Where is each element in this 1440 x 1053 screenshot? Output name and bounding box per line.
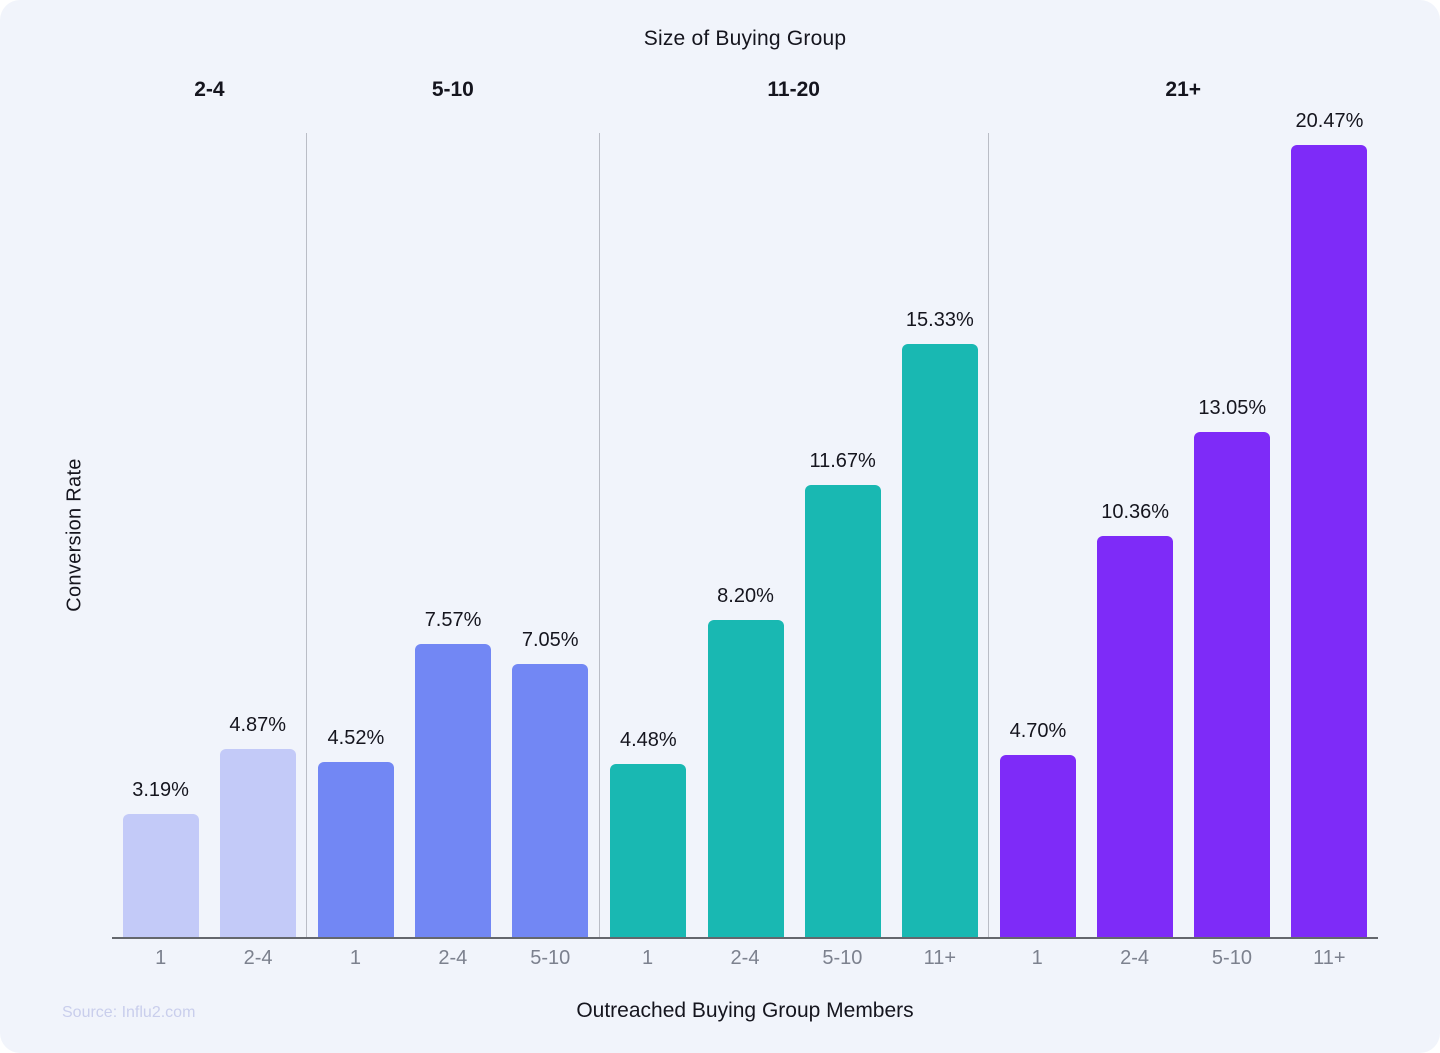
bar-group-21+: 4.70% 10.36% 13.05% 20.47% — [988, 110, 1378, 937]
group-header-11-20: 11-20 — [767, 78, 820, 101]
bar-slot: 20.47% — [1281, 110, 1378, 937]
bar-value-label: 4.48% — [620, 728, 677, 751]
bar-value-label: 4.87% — [229, 713, 287, 736]
bar-slot: 15.33% — [891, 133, 988, 937]
bar-value-label: 20.47% — [1295, 109, 1364, 132]
chart-title: Size of Buying Group — [643, 27, 847, 50]
bar-slot: 4.70% — [989, 133, 1086, 937]
group-header-5-10: 5-10 — [431, 78, 474, 101]
group-headers: 2-4 5-10 11-20 21+ — [112, 78, 1378, 102]
tick-group-11-20: 1 2-4 5-10 11+ — [599, 947, 989, 970]
tick-group-21+: 1 2-4 5-10 11+ — [988, 947, 1378, 970]
bar-11-20-11+ — [901, 343, 978, 937]
bar-2-4-1 — [122, 813, 199, 937]
bar-value-label: 15.33% — [905, 308, 974, 331]
bar-21+-5-10 — [1194, 431, 1271, 937]
bar-slot: 4.48% — [600, 133, 697, 937]
bar-slot: 3.19% — [112, 133, 209, 937]
tick-group-5-10: 1 2-4 5-10 — [307, 947, 599, 970]
bar-21+-1 — [999, 755, 1076, 937]
source-credit: Source: Influ2.com — [62, 1004, 196, 1021]
x-axis-label: Outreached Buying Group Members — [576, 999, 914, 1022]
x-tick-label: 2-4 — [730, 947, 760, 969]
x-tick-label: 5-10 — [530, 947, 571, 969]
bar-21+-2-4 — [1097, 536, 1174, 937]
bar-2-4-2-4 — [219, 748, 296, 937]
bar-slot: 8.20% — [697, 133, 794, 937]
bar-5-10-2-4 — [415, 644, 492, 937]
bar-5-10-5-10 — [512, 664, 589, 937]
y-axis-label: Conversion Rate — [63, 458, 86, 612]
x-tick-label: 11+ — [1313, 947, 1346, 969]
bar-11-20-5-10 — [804, 485, 881, 937]
bar-5-10-1 — [317, 762, 394, 937]
bar-slot: 11.67% — [794, 133, 891, 937]
bar-21+-11+ — [1291, 144, 1368, 937]
x-tick-label: 1 — [155, 947, 167, 969]
plot-area: 3.19% 4.87% 4.52% 7.57% 7.05% 4.48% 8.20% 11.67… — [112, 110, 1378, 939]
bar-slot: 13.05% — [1184, 133, 1281, 937]
bar-slot: 7.05% — [502, 133, 599, 937]
group-header-21+: 21+ — [1165, 78, 1202, 101]
bar-group-2-4: 3.19% 4.87% — [112, 133, 306, 937]
bar-value-label: 7.05% — [521, 629, 579, 652]
bar-slot: 4.52% — [307, 133, 404, 937]
x-axis-ticks: 1 2-4 1 2-4 5-10 1 2-4 5-10 11+ 1 2-4 5-10 11+ — [112, 947, 1378, 970]
bar-group-5-10: 4.52% 7.57% 7.05% — [306, 133, 598, 937]
bar-value-label: 3.19% — [132, 778, 189, 801]
x-tick-label: 5-10 — [1211, 947, 1252, 969]
bar-value-label: 11.67% — [809, 450, 876, 473]
bar-value-label: 4.52% — [327, 727, 385, 750]
x-tick-label: 1 — [1031, 947, 1043, 969]
x-tick-label: 2-4 — [243, 947, 273, 969]
group-header-2-4: 2-4 — [194, 78, 225, 101]
bar-slot: 10.36% — [1087, 133, 1184, 937]
bar-slot: 7.57% — [404, 133, 501, 937]
bar-value-label: 13.05% — [1198, 396, 1267, 419]
bar-value-label: 7.57% — [424, 609, 482, 632]
x-tick-label: 1 — [349, 947, 362, 969]
bar-slot: 4.87% — [209, 133, 306, 937]
bar-11-20-1 — [610, 763, 687, 937]
x-tick-label: 5-10 — [822, 947, 863, 969]
x-tick-label: 11+ — [923, 947, 957, 969]
bar-value-label: 10.36% — [1101, 501, 1170, 524]
x-tick-label: 1 — [642, 947, 654, 969]
bar-11-20-2-4 — [707, 619, 784, 937]
tick-group-2-4: 1 2-4 — [112, 947, 307, 970]
x-tick-label: 2-4 — [1120, 947, 1149, 969]
x-tick-label: 2-4 — [438, 947, 468, 969]
bar-value-label: 8.20% — [717, 584, 774, 607]
bar-value-label: 4.70% — [1009, 720, 1067, 743]
bar-group-11-20: 4.48% 8.20% 11.67% 15.33% — [598, 133, 989, 937]
